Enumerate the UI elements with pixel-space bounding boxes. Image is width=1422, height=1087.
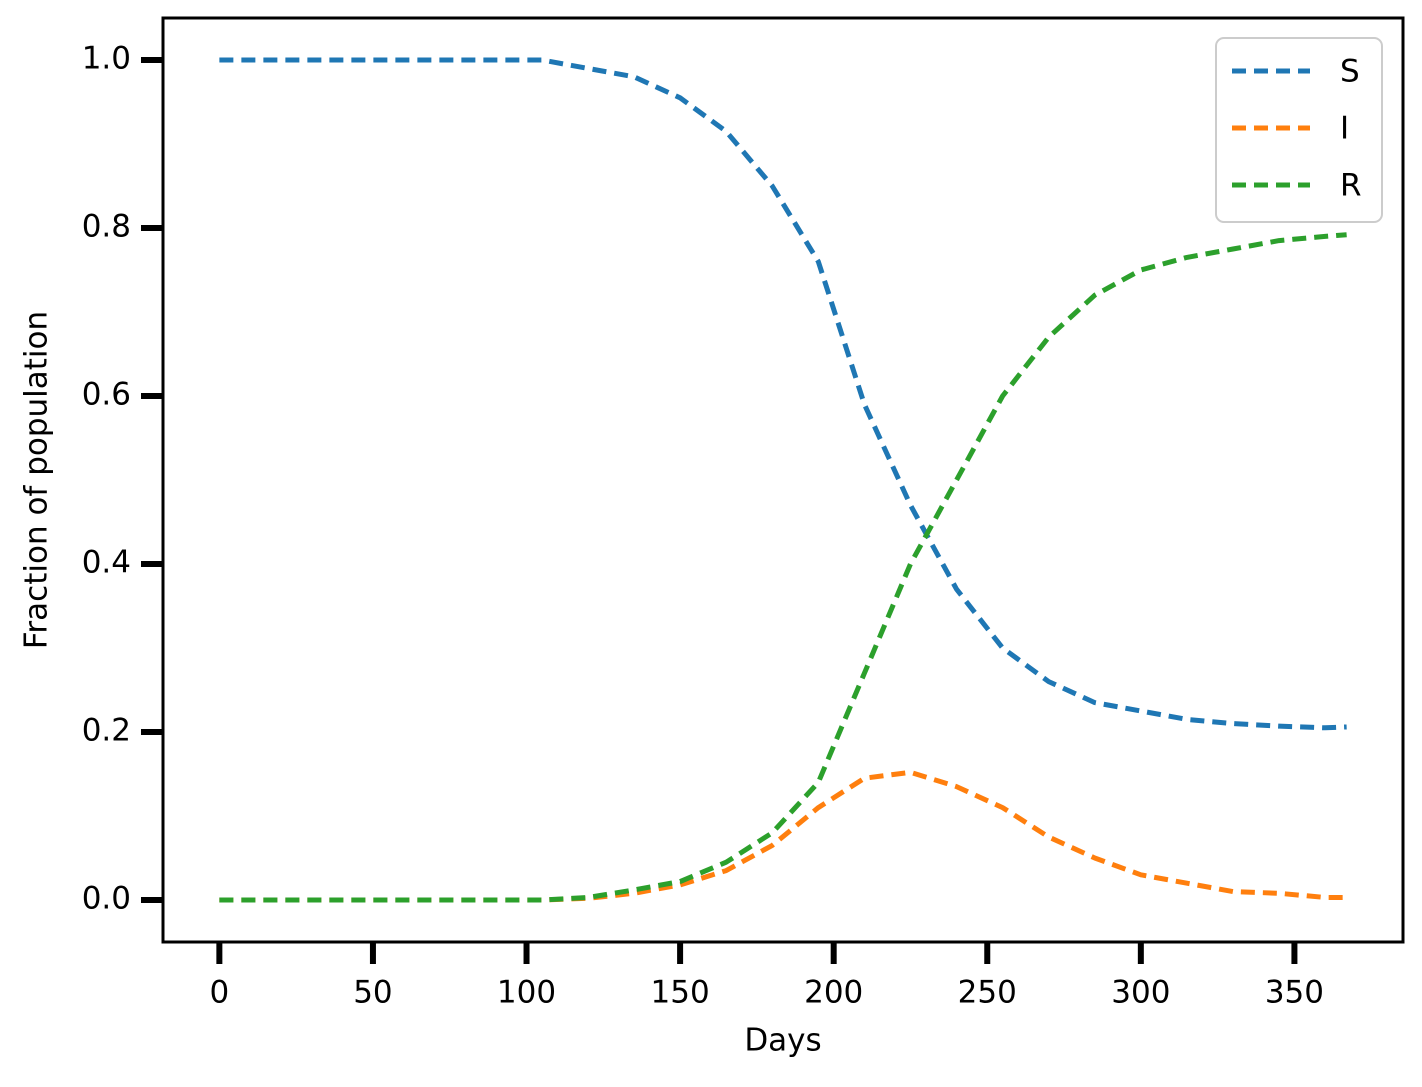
x-tick-label: 200 (804, 975, 863, 1011)
y-tick-label: 0.4 (82, 545, 131, 581)
x-tick-label: 150 (651, 975, 710, 1011)
x-tick-label: 0 (209, 975, 229, 1011)
y-axis-label: Fraction of population (19, 311, 55, 649)
legend-label: R (1340, 168, 1362, 204)
x-axis-label: Days (744, 1023, 821, 1059)
y-tick-label: 1.0 (82, 41, 131, 77)
plot-frame (161, 16, 1405, 944)
legend-label: I (1340, 111, 1349, 147)
y-tick-label: 0.0 (82, 881, 131, 917)
y-tick-label: 0.2 (82, 713, 131, 749)
legend-label: S (1340, 54, 1360, 90)
series-line (219, 769, 1347, 903)
x-tick-label: 350 (1265, 975, 1324, 1011)
series-line (219, 232, 1347, 903)
x-tick-label: 250 (958, 975, 1017, 1011)
x-tick-label: 100 (497, 975, 556, 1011)
x-tick-label: 50 (353, 975, 392, 1011)
series-line (219, 57, 1347, 731)
y-tick-label: 0.6 (82, 377, 131, 413)
y-tick-label: 0.8 (82, 209, 131, 245)
x-tick-label: 300 (1111, 975, 1170, 1011)
